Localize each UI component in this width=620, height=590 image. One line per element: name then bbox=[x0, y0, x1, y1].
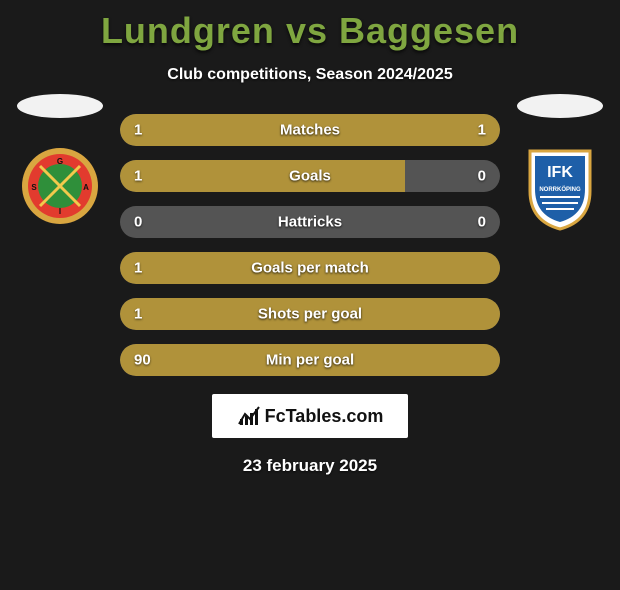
left-crest-ring bbox=[28, 154, 92, 218]
left-crest-cross1 bbox=[40, 166, 80, 206]
page-title: Lundgren vs Baggesen bbox=[0, 10, 620, 52]
stat-label: Shots per goal bbox=[120, 306, 500, 323]
left-crest-svg: G A I S bbox=[20, 146, 100, 226]
stat-label: Matches bbox=[120, 122, 500, 139]
left-crest-letter-s: S bbox=[31, 183, 37, 192]
right-crest-shield-inner bbox=[535, 156, 585, 222]
subtitle: Club competitions, Season 2024/2025 bbox=[0, 66, 620, 84]
left-crest-outer bbox=[22, 148, 98, 224]
right-crest-svg: IFK NORRKÖPING bbox=[520, 141, 600, 231]
player-right-name: Baggesen bbox=[339, 10, 519, 51]
brand-chart-icon bbox=[237, 404, 261, 428]
stat-label: Goals bbox=[120, 168, 500, 185]
left-crest-core bbox=[38, 164, 82, 208]
vs-text: vs bbox=[286, 10, 328, 51]
right-crest-subtext: NORRKÖPING bbox=[539, 186, 581, 193]
date-line: 23 february 2025 bbox=[0, 456, 620, 476]
stat-row: 1Goals per match bbox=[120, 252, 500, 284]
left-team-crest: G A I S bbox=[20, 146, 100, 226]
right-team-column: IFK NORRKÖPING bbox=[510, 94, 610, 226]
stat-row: 11Matches bbox=[120, 114, 500, 146]
left-team-column: G A I S bbox=[10, 94, 110, 226]
right-crest-shield-outer bbox=[530, 151, 590, 229]
left-crest-letter-g: G bbox=[57, 157, 63, 166]
left-crest-letter-a: A bbox=[83, 183, 89, 192]
right-name-pill bbox=[517, 94, 603, 118]
player-left-name: Lundgren bbox=[101, 10, 275, 51]
stat-row: 90Min per goal bbox=[120, 344, 500, 376]
right-crest-text: IFK bbox=[547, 164, 573, 181]
right-team-crest: IFK NORRKÖPING bbox=[520, 146, 600, 226]
stat-row: 00Hattricks bbox=[120, 206, 500, 238]
stats-container: 11Matches 10Goals 00Hattricks 1Goals per ma… bbox=[120, 114, 500, 376]
left-crest-cross2 bbox=[40, 166, 80, 206]
brand-box[interactable]: FcTables.com bbox=[212, 394, 408, 438]
brand-text: FcTables.com bbox=[265, 406, 384, 427]
stat-label: Goals per match bbox=[120, 260, 500, 277]
left-name-pill bbox=[17, 94, 103, 118]
stat-row: 1Shots per goal bbox=[120, 298, 500, 330]
stat-label: Min per goal bbox=[120, 352, 500, 369]
left-crest-letter-i: I bbox=[59, 207, 61, 216]
comparison-block: G A I S IFK NORRKÖPING bbox=[0, 114, 620, 376]
stat-label: Hattricks bbox=[120, 214, 500, 231]
stat-row: 10Goals bbox=[120, 160, 500, 192]
